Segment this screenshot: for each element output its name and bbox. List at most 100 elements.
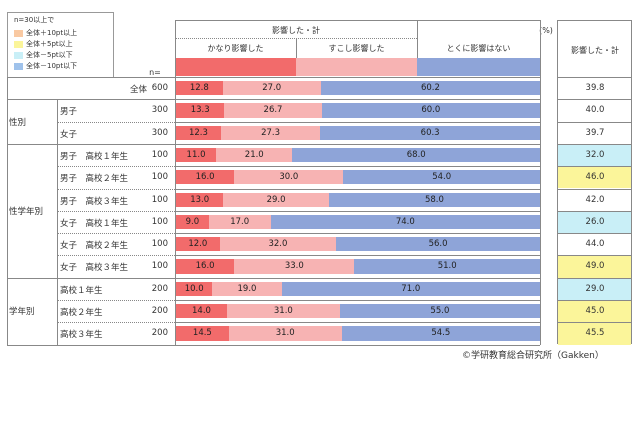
header-col-none: とくに影響はない: [446, 44, 511, 53]
bar-segment-strong: [176, 147, 217, 163]
bar-label-some: 31.0: [273, 306, 293, 316]
total-cell-bg: [558, 256, 631, 278]
row-line: [7, 99, 540, 101]
row-n: 600: [151, 83, 168, 93]
total-row-line: [557, 233, 632, 235]
group-label: 学年別: [9, 307, 35, 318]
bar-segment-some: [234, 170, 344, 185]
total-row-line: [557, 166, 632, 168]
bar-segment-some: [219, 237, 337, 252]
bar-label-none: 55.0: [430, 306, 450, 316]
bar-label-none: 71.0: [401, 283, 421, 294]
total-cell-bg: [558, 167, 631, 189]
total-cell-bg: [558, 100, 631, 122]
row-total: 40.0: [585, 105, 605, 116]
row-label: 高校１年生: [60, 285, 103, 296]
table-vline-group: [57, 99, 58, 345]
bar-segment-none: [336, 237, 540, 252]
total-row-line: [557, 188, 632, 190]
row-label: 高校３年生: [60, 330, 103, 341]
bar-label-strong: 16.0: [195, 172, 215, 183]
bar-label-none: 51.0: [437, 261, 457, 272]
header-swatch-strong: [176, 58, 296, 76]
row-label: 男子 高校１年生: [60, 151, 129, 162]
bar-segment-strong: [176, 192, 224, 207]
legend-swatch-plus10: [14, 30, 23, 37]
bar-label-strong: 16.0: [195, 261, 215, 272]
row-total: 29.0: [585, 283, 605, 294]
table-bottom-line: [7, 344, 540, 346]
row-line: [175, 255, 540, 257]
total-row-line: [557, 121, 632, 123]
bar-label-strong: 9.0: [185, 216, 200, 227]
legend-swatch-plus5: [14, 41, 23, 48]
header-swatch-none: [417, 58, 540, 76]
row-total: 44.0: [585, 239, 605, 250]
legend-label-minus5: 全体－5pt以下: [26, 51, 73, 59]
legend-swatch-minus10: [14, 63, 23, 70]
row-n: 200: [151, 306, 168, 316]
bar-segment-strong: [176, 259, 235, 274]
bar-label-none: 56.0: [428, 239, 448, 250]
bar-segment-strong: [176, 237, 220, 252]
table-vline-bar-right: [540, 77, 541, 345]
bar-label-none: 60.2: [420, 83, 440, 93]
bar-label-some: 17.0: [230, 216, 250, 227]
bar-segment-some: [216, 147, 293, 163]
row-total: 26.0: [585, 216, 605, 227]
table-vline-bar-left: [175, 77, 176, 345]
bar-segment-none: [320, 81, 540, 96]
legend-label-minus10: 全体－10pt以下: [26, 62, 78, 70]
bar-segment-none: [320, 125, 540, 140]
bar-segment-strong: [176, 281, 213, 296]
total-cell-bg: [558, 144, 631, 167]
total-row-line: [557, 322, 632, 324]
row-total: 39.8: [585, 83, 605, 93]
bar-segment-some: [234, 259, 355, 274]
bar-label-some: 30.0: [279, 172, 299, 183]
bar-segment-some: [220, 125, 321, 140]
row-n: 200: [151, 283, 168, 294]
bar-segment-strong: [176, 103, 225, 118]
bar-segment-some: [212, 281, 282, 296]
total-cell-bg: [558, 78, 631, 100]
row-line: [57, 166, 175, 168]
row-label: 全体: [129, 85, 147, 95]
row-n: 100: [151, 149, 168, 160]
total-cell-bg: [558, 211, 631, 234]
bar-segment-none: [341, 326, 540, 341]
row-total: 45.0: [585, 306, 605, 316]
header-vline-1: [296, 38, 297, 58]
row-line: [175, 322, 540, 324]
row-total: 42.0: [585, 194, 605, 205]
bar-label-some: 29.0: [266, 194, 286, 205]
total-cell-bg: [558, 323, 631, 345]
row-line: [7, 143, 540, 145]
bar-segment-none: [339, 304, 540, 319]
bar-label-none: 74.0: [395, 216, 415, 227]
bar-label-strong: 14.0: [192, 306, 211, 316]
bar-segment-some: [224, 103, 322, 118]
row-label: 女子 高校１年生: [60, 218, 129, 229]
total-cell-bg: [558, 278, 631, 300]
total-row-line: [557, 77, 632, 78]
row-n: 300: [151, 127, 168, 138]
header-swatch-some: [296, 58, 417, 76]
total-column-header: 影響した・計: [571, 46, 619, 55]
bar-segment-strong: [176, 326, 229, 341]
row-line: [57, 210, 175, 212]
legend-swatch-minus5: [14, 52, 23, 59]
bar-label-some: 19.0: [237, 283, 257, 294]
total-row-line: [557, 255, 632, 257]
bar-segment-some: [228, 326, 342, 341]
row-line: [57, 255, 175, 257]
bar-label-some: 27.3: [261, 127, 281, 138]
header-group-label: 影響した・計: [272, 26, 320, 35]
legend-label-plus10: 全体＋10pt以上: [26, 29, 78, 37]
total-cell-bg: [558, 234, 631, 256]
total-cell-bg: [558, 122, 631, 144]
legend-label-plus5: 全体＋5pt以上: [26, 40, 73, 48]
row-label: 男子 高校２年生: [60, 174, 129, 185]
row-n: 100: [151, 261, 168, 272]
bar-segment-strong: [176, 214, 209, 230]
